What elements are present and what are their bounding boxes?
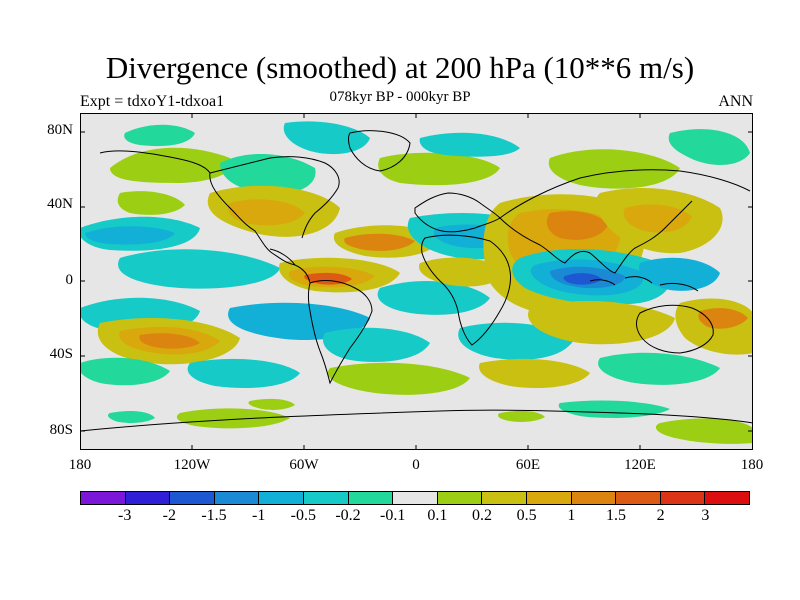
colorbar-swatch xyxy=(705,492,749,504)
lat-label-80n: 80N xyxy=(47,122,73,138)
lon-label-120w: 120W xyxy=(173,457,211,473)
colorbar-label: -3 xyxy=(117,507,132,524)
colorbar-swatch xyxy=(616,492,661,504)
season-label: ANN xyxy=(718,93,753,110)
colorbar-label: -1 xyxy=(251,507,266,524)
colorbar-swatch xyxy=(259,492,304,504)
colorbar-label: -0.1 xyxy=(379,507,406,524)
lat-label-80s: 80S xyxy=(49,422,73,438)
lat-label-40n: 40N xyxy=(47,196,73,212)
colorbar-label: 0.5 xyxy=(516,507,537,524)
divergence-map xyxy=(80,113,753,450)
colorbar-label: 1.5 xyxy=(606,507,626,524)
axis-ticks xyxy=(80,113,753,450)
colorbar-swatch xyxy=(482,492,527,504)
map-title: Divergence (smoothed) at 200 hPa (10**6 … xyxy=(105,50,695,85)
colorbar-swatch xyxy=(393,492,438,504)
colorbar-label: -1.5 xyxy=(201,507,227,524)
lon-label-60e: 60E xyxy=(515,457,541,473)
colorbar-swatch xyxy=(348,492,394,504)
period-label: 078kyr BP - 000kyr BP xyxy=(329,89,471,105)
colorbar-label: -0.2 xyxy=(335,507,361,524)
lon-label-0: 0 xyxy=(412,457,420,473)
lon-label-180w: 180 xyxy=(68,457,92,473)
colorbar-swatch xyxy=(170,492,215,504)
colorbar-label: 3 xyxy=(701,507,710,524)
colorbar-swatch xyxy=(214,492,260,504)
colorbar-swatch xyxy=(526,492,572,504)
experiment-label: Expt = tdxoY1-tdxoa1 xyxy=(80,93,225,110)
colorbar-label: -0.5 xyxy=(290,507,316,524)
colorbar xyxy=(80,491,750,505)
lat-label-eq: 0 xyxy=(65,272,74,288)
colorbar-swatch xyxy=(125,492,171,504)
lon-label-120e: 120E xyxy=(624,457,656,473)
colorbar-swatch xyxy=(437,492,483,504)
lon-label-180e: 180 xyxy=(740,457,764,473)
colorbar-swatch xyxy=(660,492,706,504)
lon-label-60w: 60W xyxy=(289,457,319,473)
colorbar-label: 2 xyxy=(656,507,665,524)
coastlines xyxy=(80,130,753,432)
colorbar-swatch xyxy=(303,492,349,504)
lat-label-40s: 40S xyxy=(49,346,73,362)
colorbar-label: 0.1 xyxy=(427,507,448,524)
colorbar-label: -2 xyxy=(162,507,176,524)
colorbar-swatch xyxy=(571,492,617,504)
colorbar-swatch xyxy=(81,492,126,504)
colorbar-label: 1 xyxy=(567,507,576,524)
contour-fills xyxy=(80,121,753,444)
colorbar-label: 0.2 xyxy=(472,507,492,524)
